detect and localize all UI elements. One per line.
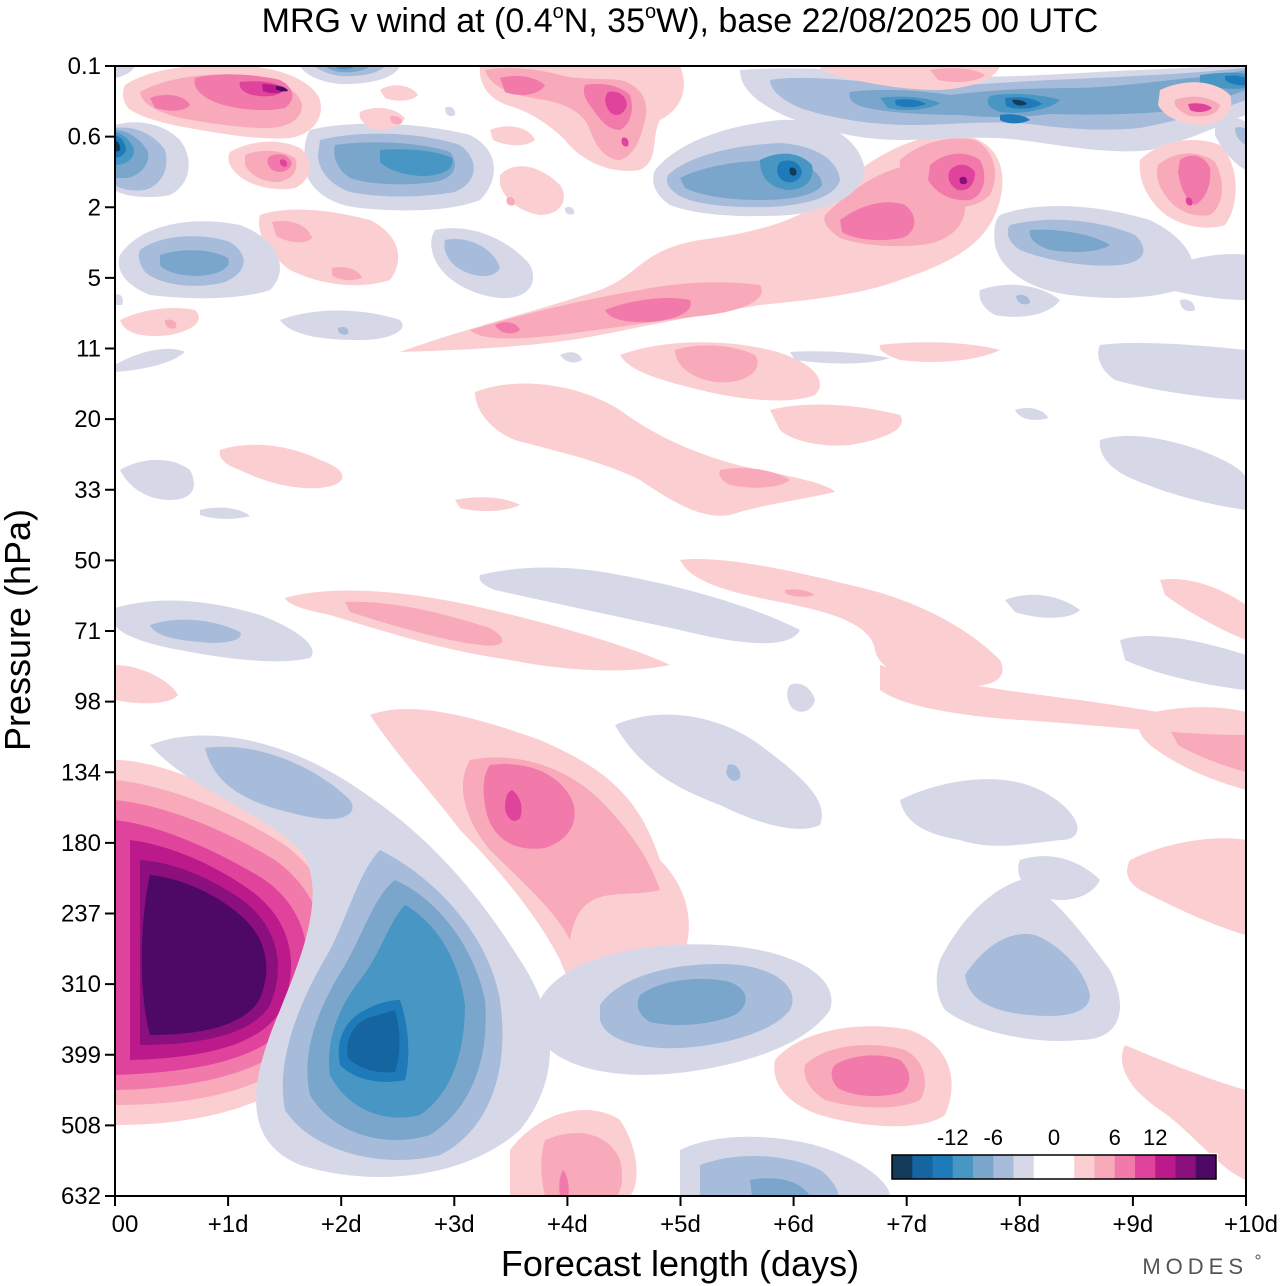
y-tick-label: 71 <box>74 618 101 645</box>
y-tick-label: 98 <box>74 689 101 716</box>
colorbar-swatch <box>1135 1155 1156 1179</box>
colorbar-swatch <box>952 1155 974 1179</box>
x-tick-label: +3d <box>434 1211 475 1238</box>
positive-mid-4d <box>370 709 689 1196</box>
x-tick-label: +9d <box>1113 1211 1154 1238</box>
x-tick-label: +7d <box>886 1211 927 1238</box>
y-tick-label: 134 <box>61 759 101 786</box>
colorbar-label: 0 <box>1048 1125 1060 1150</box>
colorbar-swatch <box>1094 1155 1116 1179</box>
colorbar-swatch <box>892 1155 913 1179</box>
x-tick-label: +10d <box>1224 1211 1278 1238</box>
upper-band <box>115 66 1246 228</box>
negative-min-lower <box>150 735 550 1178</box>
y-tick-label: 237 <box>61 901 101 928</box>
colorbar-label: -6 <box>983 1125 1003 1150</box>
colorbar-swatch <box>912 1155 933 1179</box>
negative-mid-5d <box>537 683 890 1196</box>
y-axis-label: Pressure (hPa) <box>0 509 38 751</box>
x-tick-label: +6d <box>773 1211 814 1238</box>
x-tick-label: +2d <box>321 1211 362 1238</box>
x-tick-label: +4d <box>547 1211 588 1238</box>
y-tick-label: 5 <box>88 265 101 292</box>
colorbar <box>890 1153 1218 1181</box>
modes-watermark: MODES <box>1142 1254 1248 1279</box>
colorbar-swatch <box>1155 1155 1176 1179</box>
colorbar-label: 12 <box>1143 1125 1167 1150</box>
registered-mark <box>1255 1254 1261 1260</box>
colorbar-swatch <box>1013 1155 1035 1179</box>
y-tick-label: 20 <box>74 406 101 433</box>
title-prefix: MRG v wind at (0.4 <box>262 2 553 40</box>
x-axis-label: Forecast length (days) <box>501 1243 859 1284</box>
y-tick-label: 0.1 <box>68 53 101 80</box>
colorbar-swatch <box>1033 1155 1055 1179</box>
y-tick-label: 2 <box>88 194 101 221</box>
positive-lower-7d <box>774 1026 1246 1180</box>
negative-lower-8d <box>900 707 1246 1041</box>
contour-field <box>115 66 1246 1196</box>
mid-stratosphere-bands <box>115 559 1246 735</box>
y-axis: 0.1 0.6 2 5 11 20 33 50 71 98 134 180 237 310 399 508 63… <box>61 53 115 1210</box>
colorbar-swatch <box>1175 1155 1197 1179</box>
y-tick-label: 399 <box>61 1042 101 1069</box>
x-axis: 00 +1d +2d +3d +4d +5d +6d +7d +8d +9d +10d <box>112 1196 1278 1238</box>
colorbar-labels: -12 -6 0 6 12 <box>937 1125 1168 1150</box>
y-tick-label: 50 <box>74 547 101 574</box>
x-tick-label: +5d <box>660 1211 701 1238</box>
y-tick-label: 508 <box>61 1112 101 1139</box>
colorbar-swatch <box>1114 1155 1136 1179</box>
colorbar-swatch <box>1195 1155 1217 1179</box>
colorbar-label: 6 <box>1109 1125 1121 1150</box>
lower-stratosphere-features <box>115 342 1246 519</box>
title-degree-sign-1: o <box>553 1 564 23</box>
y-tick-label: 0.6 <box>68 124 101 151</box>
colorbar-swatch <box>1074 1155 1095 1179</box>
x-tick-label: +8d <box>999 1211 1040 1238</box>
colorbar-swatch <box>973 1155 994 1179</box>
chart-title: MRG v wind at (0.4oN, 35oW), base 22/08/… <box>262 1 1099 40</box>
colorbar-frame <box>891 1154 1217 1180</box>
title-lat: N, 35 <box>564 2 645 40</box>
x-tick-label: +1d <box>208 1211 249 1238</box>
colorbar-swatch <box>932 1155 954 1179</box>
colorbar-swatch <box>1054 1155 1075 1179</box>
colorbar-swatch <box>993 1155 1014 1179</box>
colorbar-label: -12 <box>937 1125 969 1150</box>
y-tick-label: 33 <box>74 477 101 504</box>
x-tick-label: 00 <box>112 1211 139 1238</box>
positive-left-98hpa <box>115 665 178 704</box>
y-tick-label: 180 <box>61 830 101 857</box>
y-tick-label: 632 <box>61 1183 101 1210</box>
title-suffix: W), base 22/08/2025 00 UTC <box>656 2 1098 40</box>
y-tick-label: 310 <box>61 971 101 998</box>
y-tick-label: 11 <box>76 336 101 363</box>
negative-left-5hpa <box>115 221 280 305</box>
title-degree-sign-2: o <box>645 1 656 23</box>
